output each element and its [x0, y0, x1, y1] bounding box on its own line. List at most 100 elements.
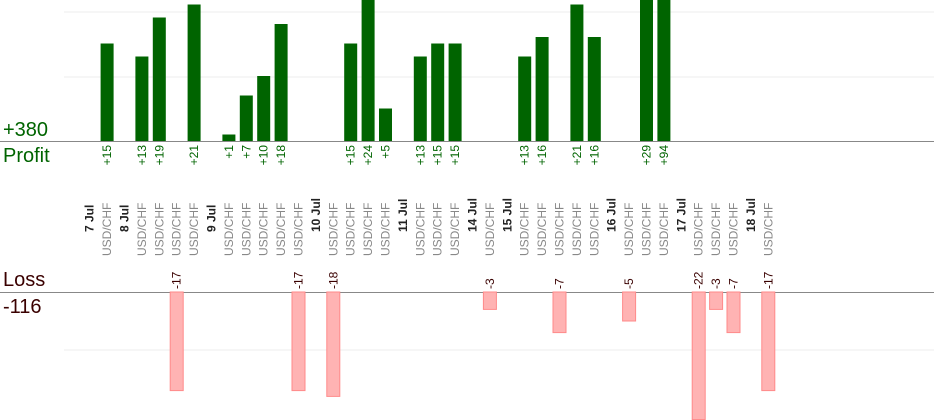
- date-label: 17 Jul: [674, 198, 688, 232]
- pair-label: USD/CHF: [570, 203, 584, 256]
- profit-label: Profit: [3, 145, 50, 167]
- pair-label: USD/CHF: [431, 203, 445, 256]
- profit-total: +380: [3, 119, 49, 141]
- profit-bar: [361, 0, 375, 141]
- pair-label: USD/CHF: [657, 203, 671, 256]
- profit-value-label: +10: [257, 145, 271, 166]
- date-label: 10 Jul: [309, 198, 323, 232]
- pair-label: USD/CHF: [274, 203, 288, 256]
- profit-bar: [274, 24, 288, 141]
- pair-label: USD/CHF: [535, 203, 549, 256]
- profit-bar: [518, 56, 532, 141]
- profit-value-label: +7: [239, 145, 253, 159]
- pair-label: USD/CHF: [518, 203, 532, 256]
- pair-label: USD/CHF: [344, 203, 358, 256]
- profit-value-label: +19: [152, 145, 166, 166]
- pair-label: USD/CHF: [761, 203, 775, 256]
- profit-value-label: +29: [640, 145, 654, 166]
- date-label: 18 Jul: [744, 198, 758, 232]
- pair-label: USD/CHF: [553, 203, 567, 256]
- loss-value-label: -3: [483, 278, 497, 289]
- profit-value-label: +15: [448, 145, 462, 166]
- pair-label: USD/CHF: [187, 203, 201, 256]
- loss-bar: [691, 291, 706, 420]
- loss-value-label: -7: [553, 278, 567, 289]
- pair-label: USD/CHF: [326, 203, 340, 256]
- pair-label: USD/CHF: [239, 203, 253, 256]
- loss-total: -116: [3, 296, 42, 318]
- pair-label: USD/CHF: [292, 203, 306, 256]
- profit-value-label: +16: [535, 145, 549, 166]
- pair-label: USD/CHF: [448, 203, 462, 256]
- loss-value-label: -3: [709, 278, 723, 289]
- loss-value-label: -17: [170, 271, 184, 289]
- profit-value-label: +5: [379, 145, 393, 159]
- profit-bar: [535, 37, 549, 141]
- profit-bar: [379, 108, 392, 141]
- loss-value-label: -5: [622, 278, 636, 289]
- loss-value-label: -17: [761, 271, 775, 289]
- pair-label: USD/CHF: [640, 203, 654, 256]
- profit-value-label: +13: [518, 145, 532, 166]
- pair-label: USD/CHF: [727, 203, 741, 256]
- profit-value-label: +94: [657, 145, 671, 166]
- profit-bar: [587, 37, 601, 141]
- loss-value-label: -18: [326, 271, 340, 289]
- pair-label: USD/CHF: [709, 203, 723, 256]
- profit-value-label: +15: [344, 145, 358, 166]
- profit-bar: [239, 95, 253, 141]
- profit-value-label: +15: [100, 145, 114, 166]
- profit-bar: [657, 0, 671, 141]
- profit-value-label: +21: [187, 145, 201, 166]
- pair-label: USD/CHF: [170, 203, 184, 256]
- loss-value-label: -22: [692, 271, 706, 289]
- profit-value-label: +13: [413, 145, 427, 166]
- date-label: 9 Jul: [205, 205, 219, 232]
- profit-value-label: +18: [274, 145, 288, 166]
- date-label: 7 Jul: [83, 205, 97, 232]
- profit-bar: [431, 43, 445, 141]
- date-label: 14 Jul: [466, 198, 480, 232]
- loss-bar: [709, 291, 724, 310]
- date-label: 16 Jul: [605, 198, 619, 232]
- profit-bar: [257, 76, 271, 141]
- pair-label: USD/CHF: [257, 203, 271, 256]
- profit-bar: [222, 134, 236, 141]
- pair-label: USD/CHF: [622, 203, 636, 256]
- date-label: 8 Jul: [118, 205, 132, 232]
- loss-bar: [622, 291, 637, 322]
- profit-bar: [152, 17, 166, 141]
- profit-value-label: +24: [361, 145, 375, 166]
- profit-value-label: +21: [570, 145, 584, 166]
- pair-label: USD/CHF: [379, 203, 393, 256]
- loss-bar: [169, 291, 184, 392]
- loss-label: Loss: [3, 269, 46, 291]
- pair-label: USD/CHF: [152, 203, 166, 256]
- loss-bar: [291, 291, 306, 392]
- profit-bar: [640, 0, 653, 141]
- profit-value-label: +16: [587, 145, 601, 166]
- profit-bar: [100, 43, 114, 141]
- profit-bar: [448, 43, 462, 141]
- profit-value-label: +13: [135, 145, 149, 166]
- profit-bar: [570, 4, 584, 141]
- loss-bar: [552, 291, 567, 334]
- profit-bar: [135, 56, 149, 141]
- pair-label: USD/CHF: [483, 203, 497, 256]
- date-label: 15 Jul: [500, 198, 514, 232]
- loss-bar: [326, 291, 341, 397]
- pair-label: USD/CHF: [413, 203, 427, 256]
- profit-bar: [413, 56, 427, 141]
- loss-bar: [726, 291, 741, 334]
- pair-label: USD/CHF: [222, 203, 236, 256]
- profit-bar: [344, 43, 358, 141]
- profit-value-label: +15: [431, 145, 445, 166]
- loss-value-label: -17: [292, 271, 306, 289]
- pair-label: USD/CHF: [692, 203, 706, 256]
- loss-bar: [761, 291, 776, 392]
- loss-bar: [482, 291, 497, 310]
- pair-label: USD/CHF: [361, 203, 375, 256]
- pair-label: USD/CHF: [135, 203, 149, 256]
- date-label: 11 Jul: [396, 199, 410, 232]
